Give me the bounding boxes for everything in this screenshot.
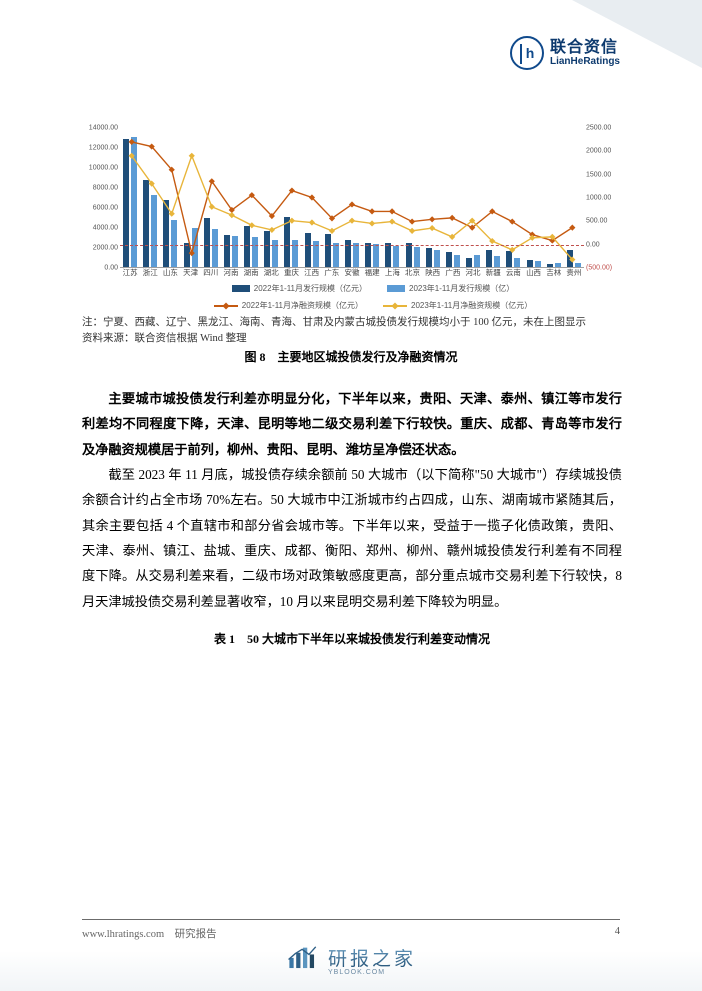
chart-y-axis-left: 0.002000.004000.006000.008000.0010000.00… [82, 128, 120, 268]
bottom-brand: 研报之家 YBLOOK.COM [286, 942, 416, 977]
line-marker [429, 225, 435, 231]
chart-figure-8: 0.00 2000.00 4000.00 6000.00 8000.00 10000.00… [82, 128, 622, 308]
line-marker [229, 212, 235, 218]
header-logo: h 联合资信 LianHeRatings [510, 36, 620, 70]
y-tick-left: 0.00 [104, 265, 118, 272]
logo-text-cn: 联合资信 [550, 39, 620, 57]
page-footer: www.lhratings.com 研究报告 4 [82, 919, 620, 941]
x-category-label: 湖北 [264, 267, 279, 278]
x-category-label: 新疆 [486, 267, 501, 278]
body-text: 主要城市城投债发行利差亦明显分化，下半年以来，贵阳、天津、泰州、镇江等市发行利差… [82, 386, 622, 651]
paragraph-2: 截至 2023 年 11 月底，城投债存续余额前 50 大城市（以下简称"50 … [82, 462, 622, 614]
legend-label: 2023年1-11月净融资规模（亿元） [411, 300, 532, 311]
zero-line [120, 245, 584, 246]
brand-text-en: YBLOOK.COM [328, 969, 416, 976]
y-tick-left: 8000.00 [93, 185, 118, 192]
legend-item: 2023年1-11月发行规模（亿） [387, 283, 514, 294]
figure-caption: 图 8 主要地区城投债发行及净融资情况 [0, 348, 702, 365]
chart-notes: 注：宁夏、西藏、辽宁、黑龙江、海南、青海、甘肃及内蒙古城投债发行规模均小于 10… [82, 315, 622, 347]
line-marker [369, 208, 375, 214]
line-marker [449, 215, 455, 221]
y-tick-left: 2000.00 [93, 245, 118, 252]
logo-icon: h [510, 36, 544, 70]
chart-y-axis-right: (500.00)0.00500.001000.001500.002000.002… [584, 128, 622, 268]
x-category-label: 江苏 [123, 267, 138, 278]
line-marker [349, 218, 355, 224]
x-category-label: 贵州 [566, 267, 581, 278]
y-tick-right: 1000.00 [586, 195, 611, 202]
paragraph-1: 主要城市城投债发行利差亦明显分化，下半年以来，贵阳、天津、泰州、镇江等市发行利差… [82, 386, 622, 462]
line-marker [309, 219, 315, 225]
x-category-label: 北京 [405, 267, 420, 278]
y-tick-left: 12000.00 [89, 145, 118, 152]
legend-item: 2022年1-11月发行规模（亿元） [232, 283, 367, 294]
footer-left: www.lhratings.com 研究报告 [82, 926, 217, 941]
chart-lines-layer [120, 128, 584, 267]
line-marker [269, 227, 275, 233]
x-category-label: 福建 [365, 267, 380, 278]
y-tick-right: 1500.00 [586, 171, 611, 178]
x-category-label: 河北 [466, 267, 481, 278]
legend-line-icon [383, 305, 407, 307]
line-marker [189, 250, 195, 256]
x-category-label: 山西 [526, 267, 541, 278]
line-marker [389, 208, 395, 214]
chart-note-2: 资料来源：联合资信根据 Wind 整理 [82, 331, 622, 347]
x-category-label: 吉林 [546, 267, 561, 278]
line-marker [409, 219, 415, 225]
line-marker [289, 218, 295, 224]
legend-item: 2023年1-11月净融资规模（亿元） [383, 300, 532, 311]
x-category-label: 上海 [385, 267, 400, 278]
x-category-label: 四川 [203, 267, 218, 278]
line-marker [409, 228, 415, 234]
line-series [132, 142, 573, 253]
chart-legend: 2022年1-11月发行规模（亿元） 2023年1-11月发行规模（亿） 2022年… [162, 283, 584, 311]
x-category-label: 广东 [324, 267, 339, 278]
x-category-label: 天津 [183, 267, 198, 278]
line-marker [329, 228, 335, 234]
y-tick-left: 6000.00 [93, 205, 118, 212]
legend-label: 2022年1-11月发行规模（亿元） [254, 283, 367, 294]
x-category-label: 河南 [223, 267, 238, 278]
logo-text-en: LianHeRatings [550, 56, 620, 67]
x-category-label: 陕西 [425, 267, 440, 278]
legend-swatch-icon [232, 285, 250, 292]
y-tick-right: 0.00 [586, 241, 600, 248]
y-tick-left: 4000.00 [93, 225, 118, 232]
legend-label: 2022年1-11月净融资规模（亿元） [242, 300, 363, 311]
line-marker [209, 204, 215, 210]
legend-line-icon [214, 305, 238, 307]
legend-swatch-icon [387, 285, 405, 292]
y-tick-right: 2000.00 [586, 148, 611, 155]
y-tick-right: 500.00 [586, 218, 607, 225]
legend-item: 2022年1-11月净融资规模（亿元） [214, 300, 363, 311]
table-caption: 表 1 50 大城市下半年以来城投债发行利差变动情况 [82, 628, 622, 651]
legend-label: 2023年1-11月发行规模（亿） [409, 283, 514, 294]
line-marker [389, 219, 395, 225]
line-marker [429, 216, 435, 222]
y-tick-right: 2500.00 [586, 125, 611, 132]
x-category-label: 湖南 [244, 267, 259, 278]
page-number: 4 [615, 926, 620, 941]
line-marker [509, 247, 515, 253]
x-category-label: 江西 [304, 267, 319, 278]
chart-plot-area: 江苏浙江山东天津四川河南湖南湖北重庆江西广东安徽福建上海北京陕西广西河北新疆云南… [120, 128, 584, 268]
y-tick-left: 14000.00 [89, 125, 118, 132]
brand-text-cn: 研报之家 [328, 944, 416, 971]
x-category-label: 广西 [445, 267, 460, 278]
x-category-label: 云南 [506, 267, 521, 278]
x-category-label: 重庆 [284, 267, 299, 278]
line-marker [129, 139, 135, 145]
line-marker [249, 222, 255, 228]
x-category-label: 浙江 [143, 267, 158, 278]
x-category-label: 山东 [163, 267, 178, 278]
brand-bars-icon [286, 942, 320, 977]
chart-note-1: 注：宁夏、西藏、辽宁、黑龙江、海南、青海、甘肃及内蒙古城投债发行规模均小于 10… [82, 315, 622, 331]
y-tick-left: 10000.00 [89, 165, 118, 172]
line-marker [189, 153, 195, 159]
line-marker [369, 220, 375, 226]
x-category-label: 安徽 [345, 267, 360, 278]
y-tick-right: (500.00) [586, 265, 612, 272]
